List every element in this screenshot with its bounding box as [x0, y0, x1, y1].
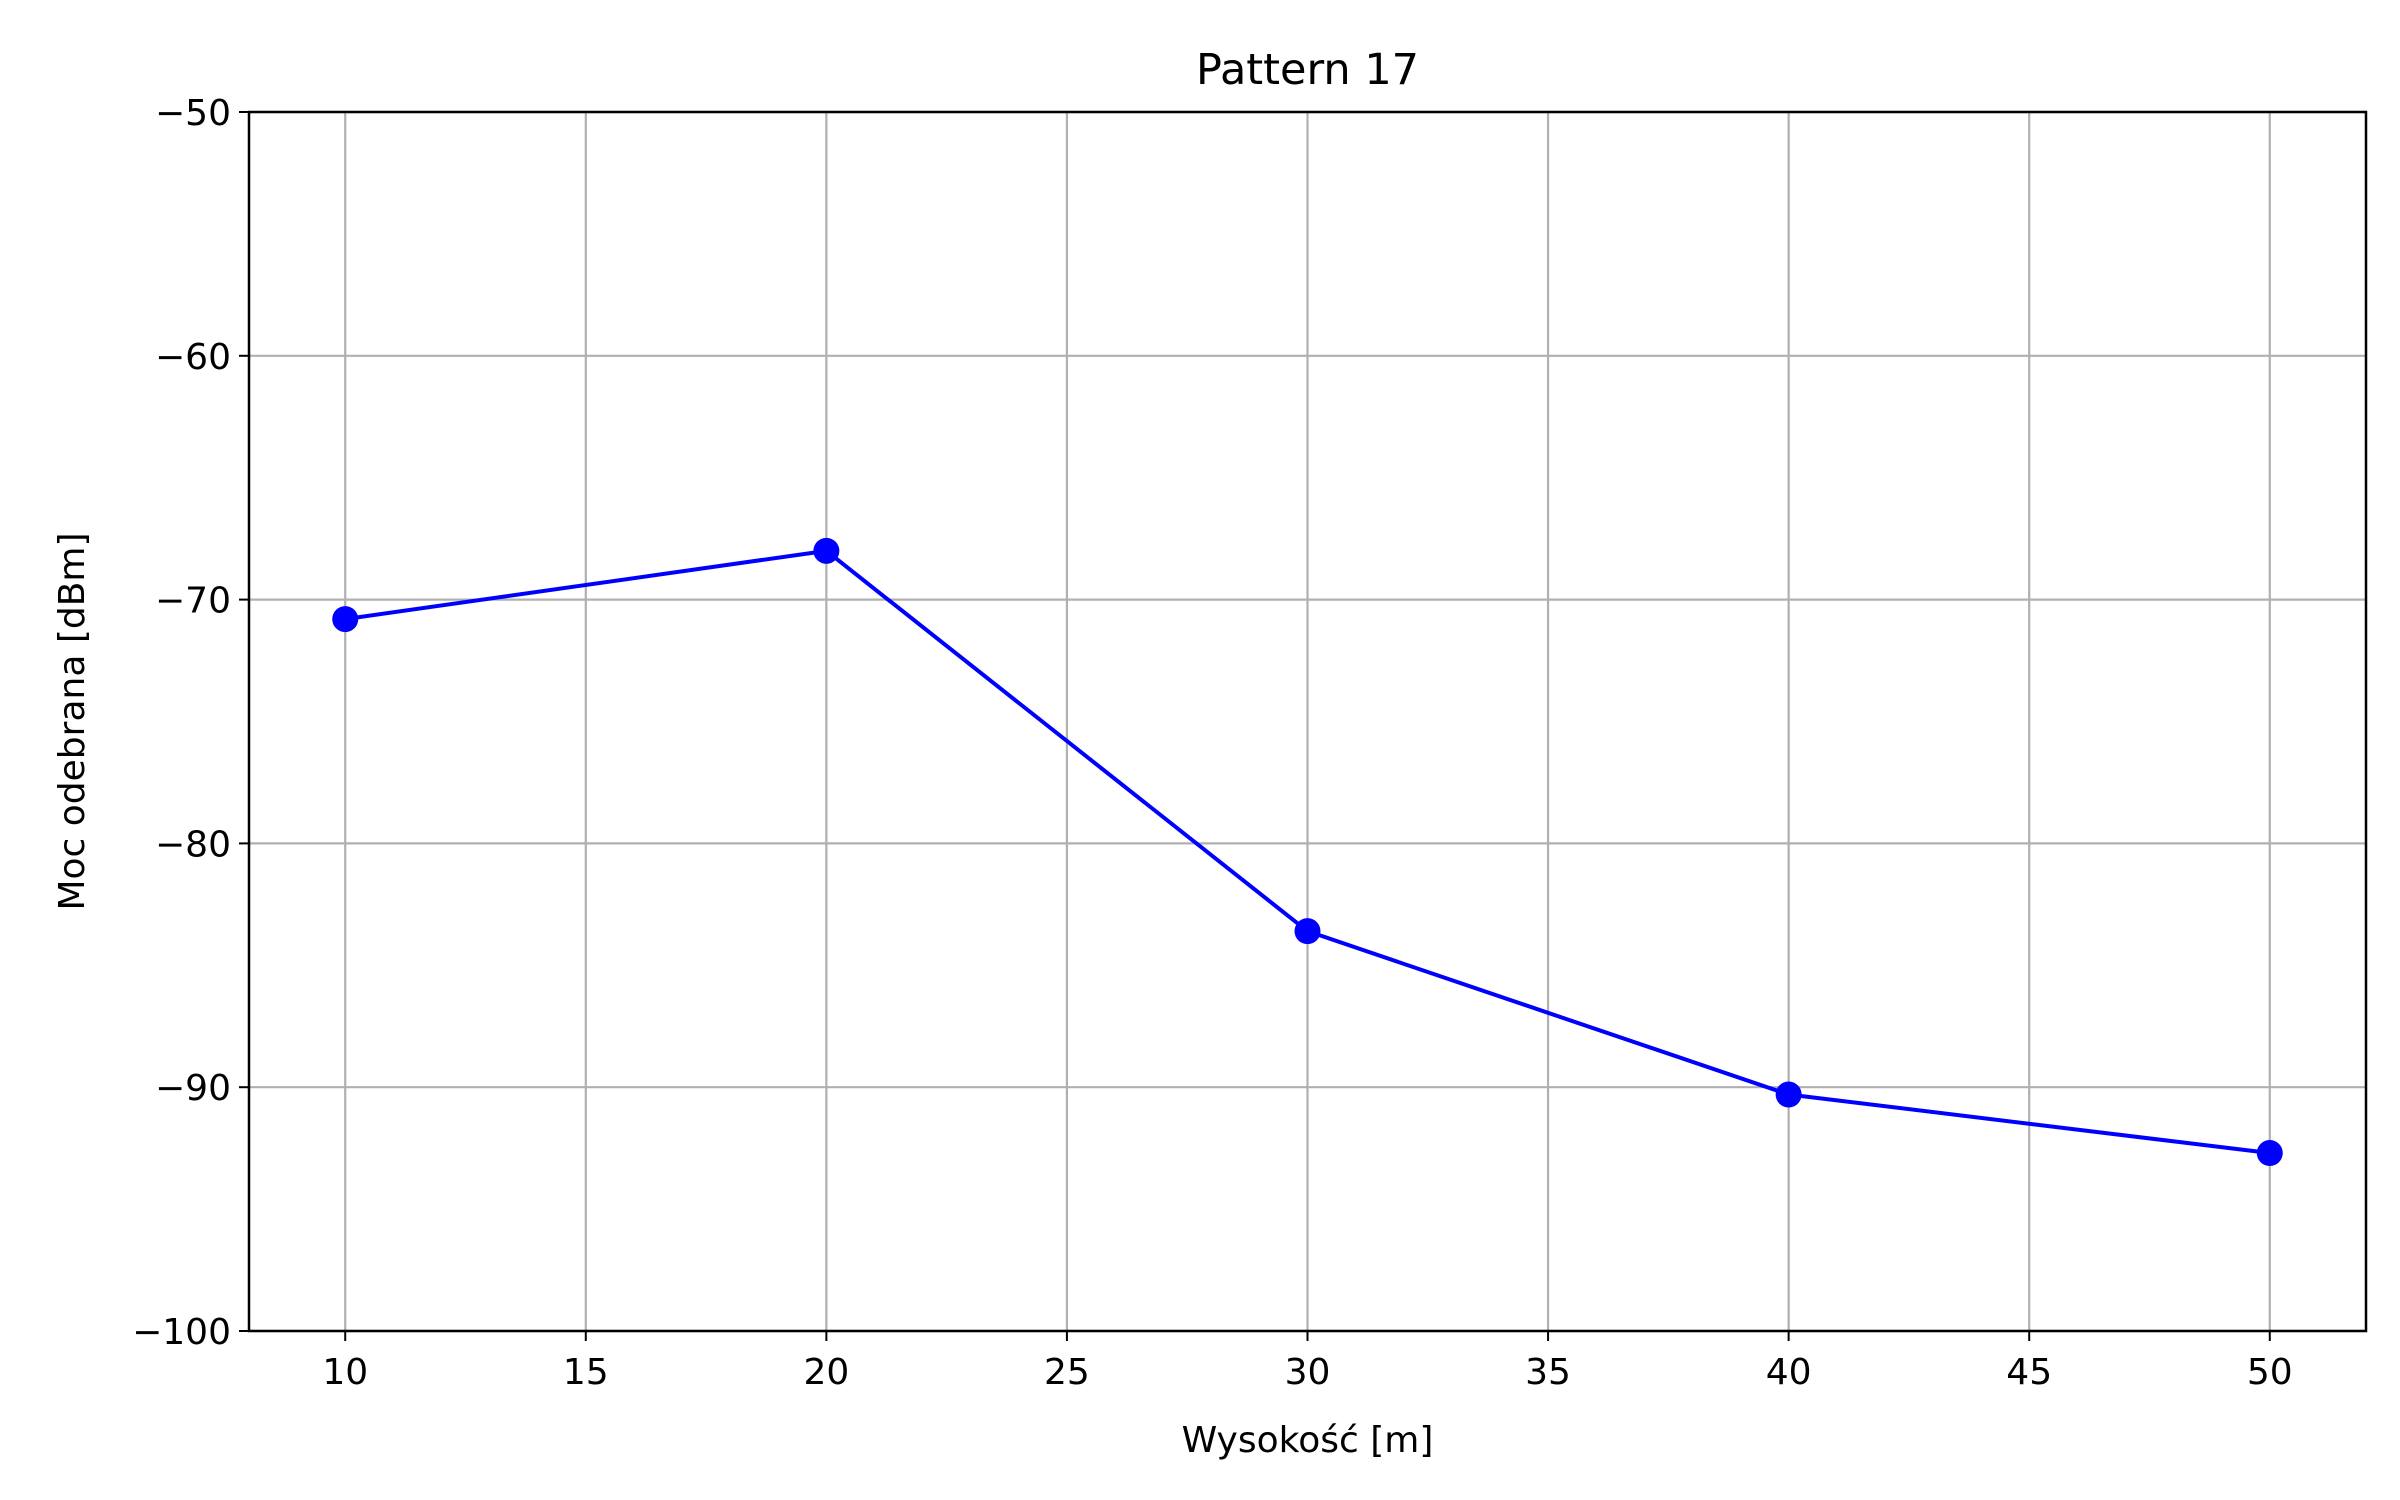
y-tick-label: −70 — [155, 581, 231, 622]
data-point — [332, 606, 359, 633]
x-tick-label: 40 — [1766, 1352, 1812, 1393]
data-point — [1775, 1081, 1802, 1108]
x-tick-label: 10 — [322, 1352, 368, 1393]
y-tick-label: −80 — [155, 824, 231, 865]
y-tick-label: −60 — [155, 337, 231, 378]
data-point — [1294, 918, 1321, 945]
data-point — [2256, 1140, 2283, 1167]
axis-ticks: 10 15 20 25 30 35 40 45 50 −100 −90 −80 −70 −60 −50 — [132, 93, 2293, 1393]
data-point — [813, 537, 840, 564]
chart-title: Pattern 17 — [1196, 45, 1419, 95]
y-tick-label: −50 — [155, 93, 231, 134]
x-tick-label: 15 — [563, 1352, 609, 1393]
x-tick-label: 30 — [1285, 1352, 1331, 1393]
x-tick-label: 45 — [2006, 1352, 2052, 1393]
y-axis-title: Moc odebrana [dBm] — [52, 532, 93, 910]
y-tick-label: −90 — [155, 1068, 231, 1109]
y-tick-label: −100 — [132, 1312, 231, 1353]
x-tick-label: 25 — [1044, 1352, 1090, 1393]
series-layer — [332, 537, 2283, 1167]
x-tick-label: 35 — [1525, 1352, 1571, 1393]
x-tick-label: 20 — [803, 1352, 849, 1393]
x-axis-title: Wysokość [m] — [1182, 1420, 1434, 1461]
x-tick-label: 50 — [2247, 1352, 2293, 1393]
